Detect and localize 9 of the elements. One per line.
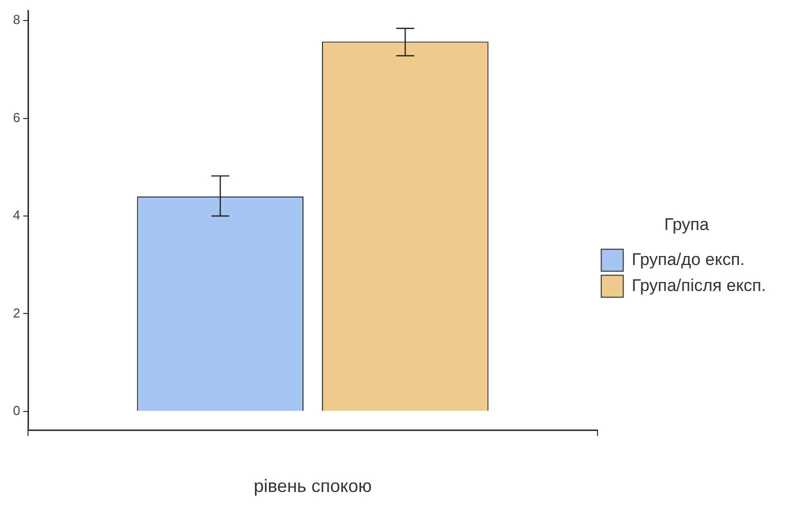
- legend-title: Група: [664, 214, 710, 234]
- legend-label: Група/після експ.: [632, 276, 766, 295]
- x-axis-title: рівень спокою: [254, 476, 372, 496]
- y-tick-label: 4: [12, 208, 20, 223]
- y-tick-label: 6: [12, 110, 20, 125]
- y-tick-label: 2: [12, 305, 20, 320]
- y-tick-label: 8: [12, 12, 20, 28]
- legend-label: Група/до експ.: [632, 250, 745, 269]
- y-tick-label: 0: [12, 403, 20, 418]
